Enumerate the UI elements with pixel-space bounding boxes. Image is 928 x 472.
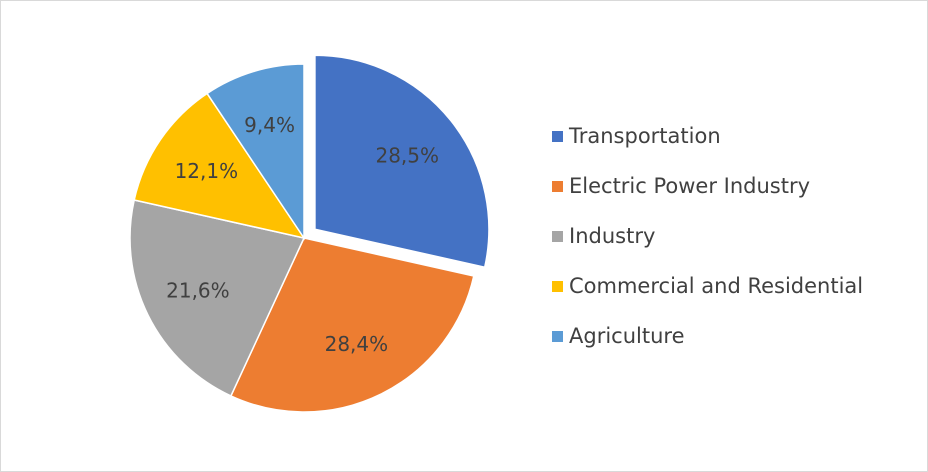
legend-item-industry: Industry [552, 211, 863, 261]
legend-label: Electric Power Industry [569, 174, 811, 198]
legend-label: Agriculture [569, 324, 685, 348]
legend-item-commercial-and-residential: Commercial and Residential [552, 261, 863, 311]
legend-swatch [552, 330, 563, 342]
data-label-transportation: 28,5% [375, 143, 439, 167]
legend-swatch [552, 180, 563, 192]
legend-item-transportation: Transportation [552, 111, 863, 161]
data-label-agriculture: 9,4% [244, 113, 295, 137]
legend-swatch [552, 230, 563, 242]
data-label-industry: 21,6% [166, 278, 230, 302]
legend-swatch [552, 280, 563, 292]
legend-label: Commercial and Residential [569, 274, 864, 298]
pie-slice-industry [129, 199, 306, 397]
pie-slice-electric-power-industry [229, 237, 475, 413]
legend-item-agriculture: Agriculture [552, 311, 863, 361]
data-label-commercial-and-residential: 12,1% [175, 159, 239, 183]
pie-slice-transportation [314, 54, 490, 269]
pie-slice-commercial-and-residential [133, 92, 306, 240]
chart-legend: Transportation Electric Power Industry Ind… [552, 111, 863, 361]
legend-item-electric-power-industry: Electric Power Industry [552, 161, 863, 211]
data-label-electric-power-industry: 28,4% [325, 332, 389, 356]
legend-label: Transportation [569, 124, 721, 148]
pie-slice-agriculture [206, 63, 305, 241]
legend-label: Industry [569, 224, 656, 248]
legend-swatch [552, 130, 563, 142]
